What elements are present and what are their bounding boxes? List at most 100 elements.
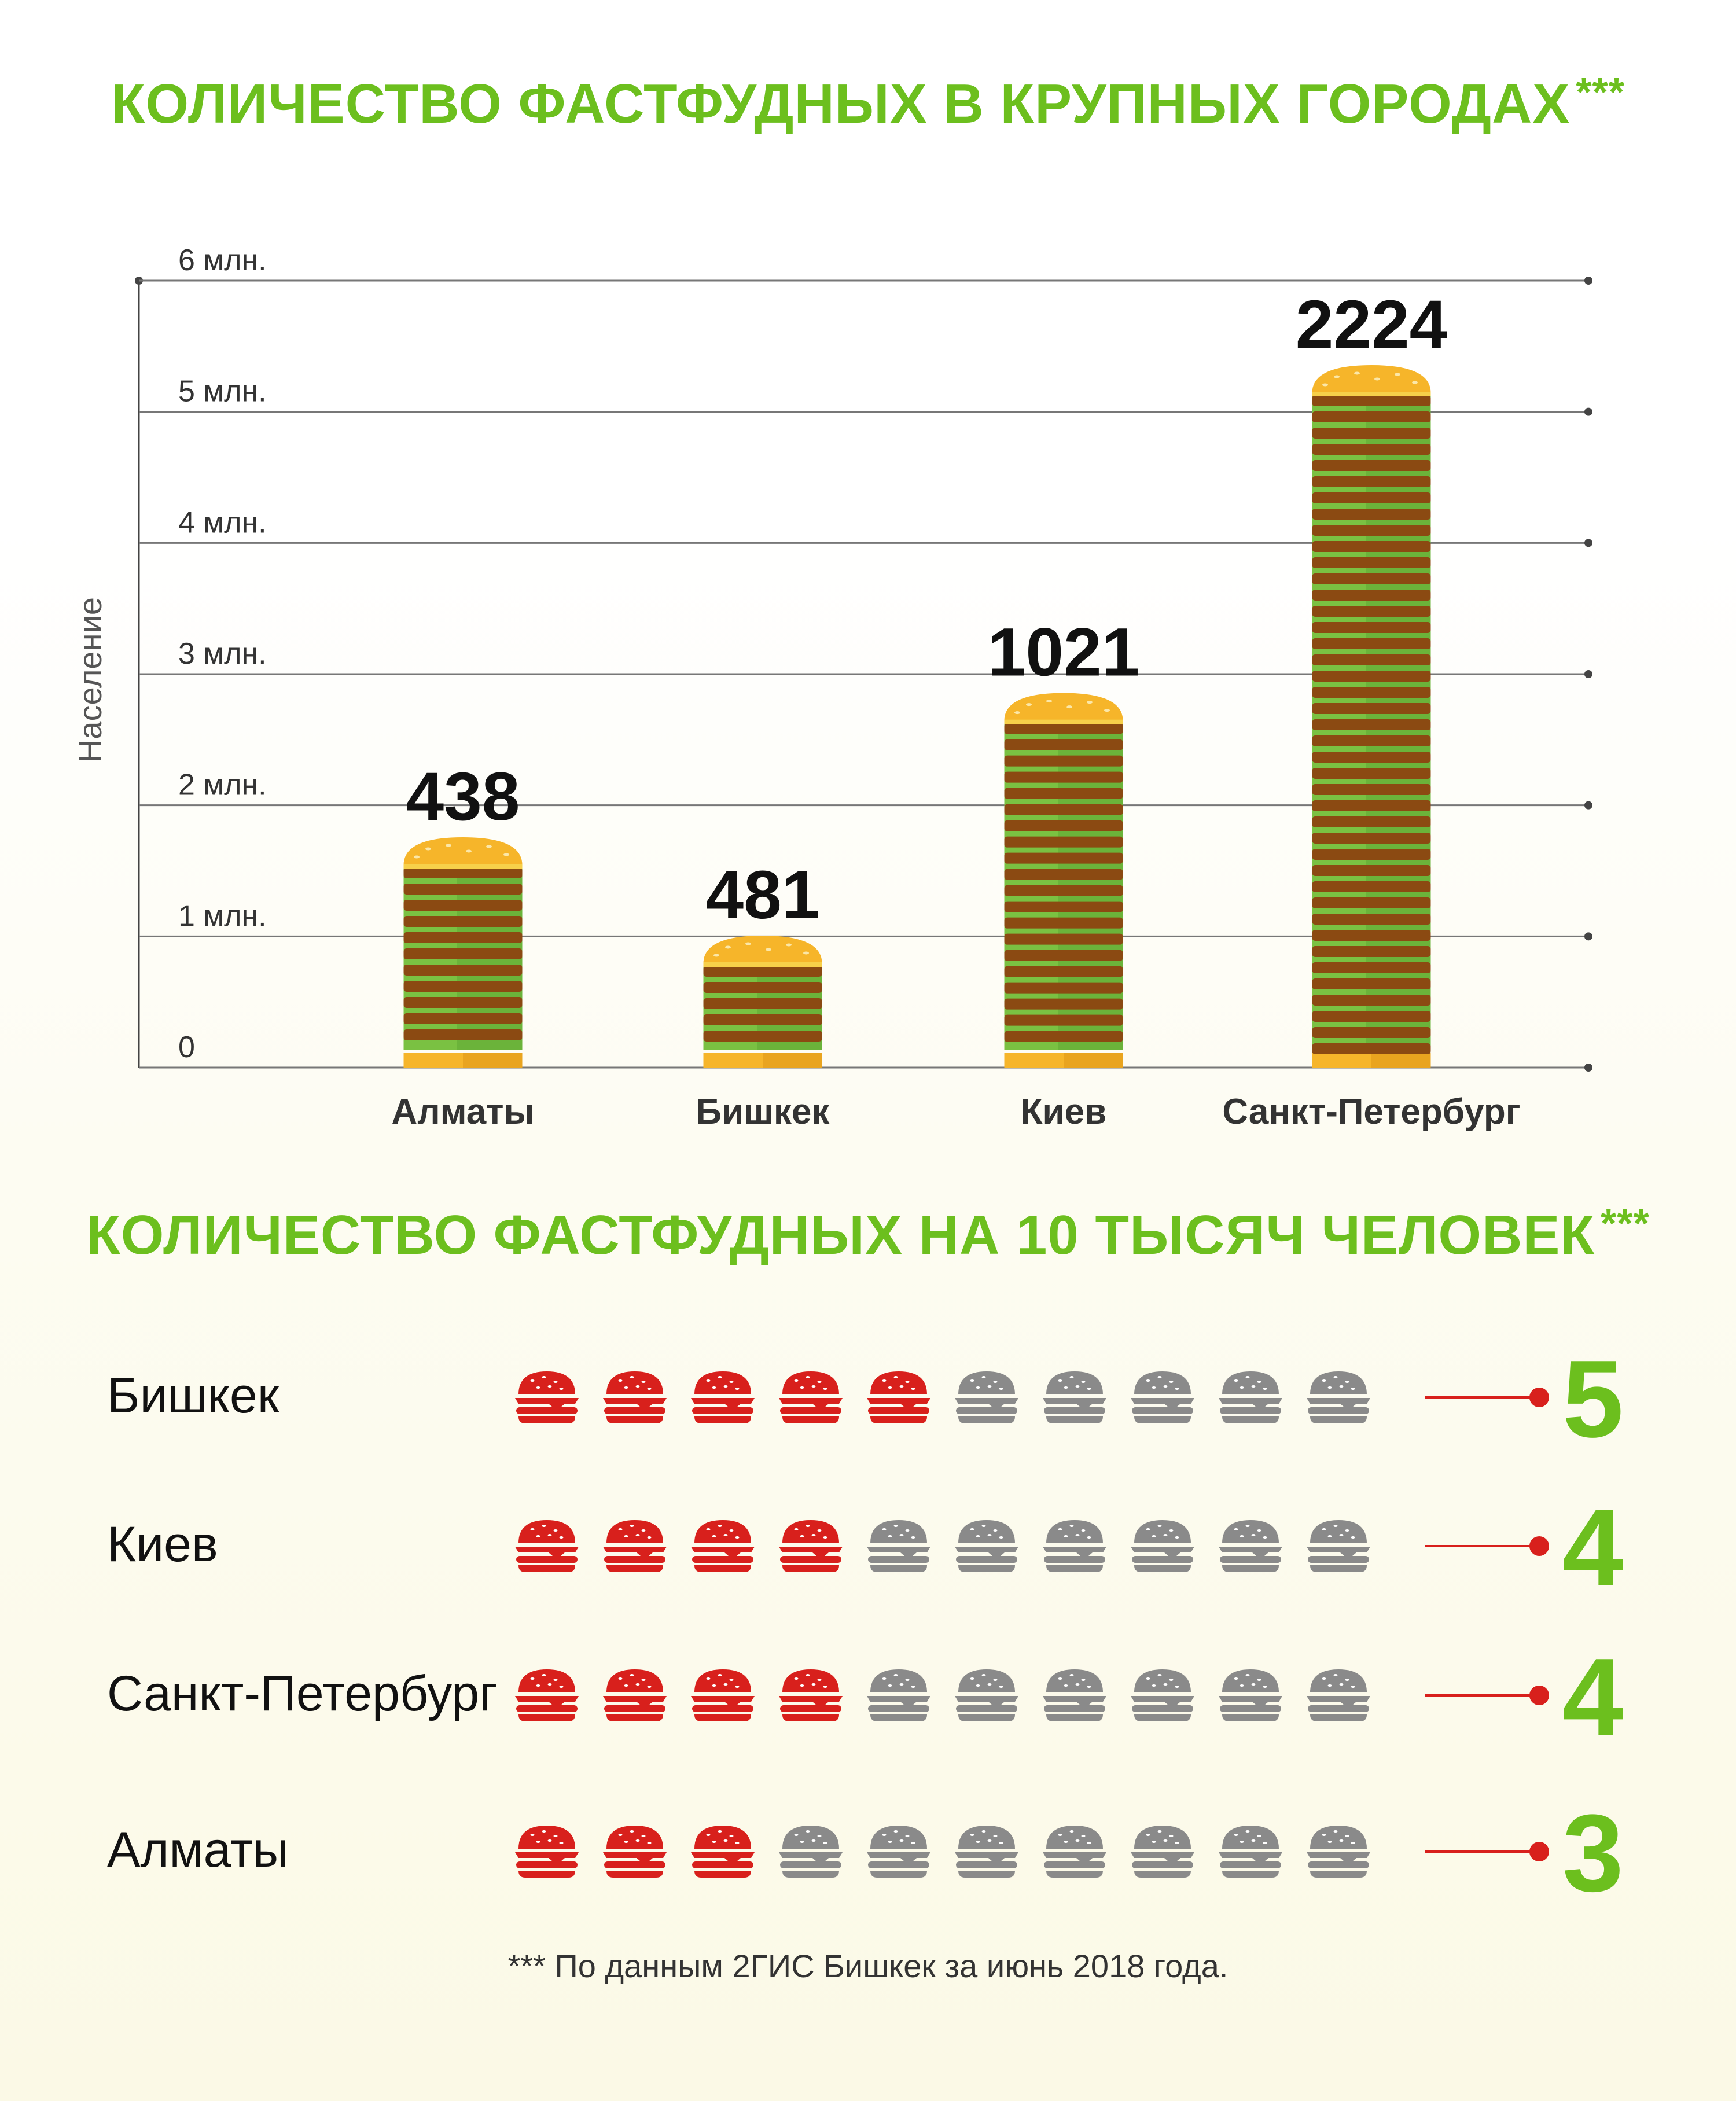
burger-icon-patty [780, 1556, 841, 1563]
burger-icon-seed [999, 1536, 1003, 1539]
burger-icon-empty [955, 1826, 1018, 1878]
bar-top-bun [703, 936, 822, 963]
bar-patty [1004, 804, 1123, 815]
burger-icon-seed [530, 1379, 535, 1382]
burger-icon-bun [1134, 1371, 1191, 1394]
burger-icon-seed [905, 1679, 910, 1681]
burger-icon-seed [882, 1834, 887, 1836]
burger-icon-seed [624, 1684, 628, 1687]
burger-icon-patty [1308, 1407, 1369, 1414]
burger-icon-seed [899, 1839, 904, 1842]
burger-icon-bun [870, 1669, 927, 1692]
burger-icon-seed [1175, 1536, 1179, 1539]
burger-icon-seed [1339, 1683, 1344, 1686]
burger-icon-filled [779, 1669, 843, 1721]
bar-sesame [503, 853, 509, 856]
burger-icon-seed [1234, 1677, 1238, 1680]
burger-icon-seed [630, 1830, 634, 1833]
bar-patty [1312, 930, 1431, 941]
row-label: Алматы [107, 1822, 289, 1878]
burger-icon-seed [647, 1842, 652, 1844]
bar-patty [1312, 914, 1431, 925]
bar-sesame [1026, 703, 1032, 707]
burger-icon-bottom [1134, 1714, 1191, 1721]
gridline-end-dot [1584, 670, 1592, 678]
y-tick-label: 0 [178, 1031, 195, 1064]
burger-icon-seed [624, 1386, 628, 1389]
burger-icon-seed [635, 1385, 640, 1388]
burger-icon-bottom [1046, 1565, 1103, 1572]
burger-icon-bun [606, 1371, 663, 1394]
bar-sesame [725, 945, 731, 949]
chart-title-text: КОЛИЧЕСТВО ФАСТФУДНЫХ В КРУПНЫХ ГОРОДАХ [111, 73, 1571, 135]
bar-patty [1312, 1027, 1431, 1038]
bar-cheese [1004, 719, 1123, 724]
burger-icon-seed [806, 1830, 810, 1833]
burger-icon-seed [1251, 1683, 1256, 1686]
burger-icon-cheese [1219, 1547, 1282, 1559]
row-label: Санкт-Петербург [107, 1666, 498, 1721]
burger-icon-seed [1081, 1679, 1086, 1681]
burger-icon-bun [606, 1520, 663, 1543]
burger-icon-seed [1339, 1839, 1344, 1842]
burger-icon-seed [1069, 1830, 1074, 1833]
burger-icon-bottom [1310, 1714, 1367, 1721]
burger-icon-seed [993, 1529, 998, 1532]
burger-icon-seed [1064, 1684, 1068, 1687]
burger-icon-bottom [1222, 1714, 1279, 1721]
burger-icon-seed [1263, 1536, 1267, 1539]
bar-bottom-bun-shade [463, 1053, 523, 1068]
burger-icon-seed [911, 1388, 915, 1390]
burger-icon-seed [905, 1381, 910, 1383]
burger-icon-seed [999, 1686, 1003, 1688]
burger-icon-seed [706, 1379, 711, 1382]
burger-icon-bun [1222, 1826, 1279, 1849]
burger-icon-patty [692, 1861, 753, 1868]
burger-icon-seed [536, 1535, 540, 1537]
burger-icon-seed [559, 1536, 564, 1539]
burger-icon-seed [794, 1677, 799, 1680]
burger-icon-seed [976, 1684, 980, 1687]
burger-icon-seed [1251, 1839, 1256, 1842]
burger-icon-seed [1157, 1674, 1162, 1676]
burger-icon-bun [518, 1371, 575, 1394]
burger-icon-bottom [1310, 1565, 1367, 1572]
burger-icon-seed [1058, 1834, 1062, 1836]
burger-icon-seed [981, 1674, 986, 1676]
icon-row [515, 1371, 1549, 1423]
burger-icon-seed [1163, 1839, 1168, 1842]
burger-icon-bottom [694, 1871, 751, 1878]
burger-icon-seed [729, 1381, 734, 1383]
bar-patty [1312, 654, 1431, 665]
burger-icon-seed [1339, 1534, 1344, 1536]
burger-icon-seed [823, 1842, 827, 1844]
bar-patty [1004, 982, 1123, 994]
burger-icon-empty [1043, 1520, 1106, 1572]
burger-icon-bottom [518, 1871, 575, 1878]
bar-patty [1312, 395, 1431, 406]
burger-icon-cheese [955, 1852, 1018, 1865]
burger-icon-seed [1157, 1376, 1162, 1378]
bar-patty [1312, 752, 1431, 763]
burger-icon-seed [647, 1686, 652, 1688]
burger-icon-seed [1152, 1841, 1156, 1843]
burger-icon-empty [1219, 1669, 1282, 1721]
burger-icon-seed [1257, 1835, 1261, 1837]
y-tick-label: 2 млн. [178, 768, 267, 802]
burger-icon-seed [1333, 1830, 1338, 1833]
burger-icon-seed [723, 1534, 728, 1536]
burger-icon-empty [1043, 1669, 1106, 1721]
burger-icon-seed [1322, 1677, 1326, 1680]
burger-icon-seed [1339, 1385, 1344, 1388]
burger-icon-bottom [694, 1416, 751, 1423]
burger-icon-seed [1163, 1385, 1168, 1388]
burger-icon-filled [515, 1826, 579, 1878]
burger-icon-filled [515, 1520, 579, 1572]
burger-icon-bottom [870, 1565, 927, 1572]
burger-icon-bun [1310, 1520, 1367, 1543]
burger-icon-seed [1146, 1528, 1150, 1530]
burger-icon-bottom [1134, 1416, 1191, 1423]
burger-icon-filled [779, 1520, 843, 1572]
burger-icon-seed [536, 1386, 540, 1389]
burger-icon-bottom [1046, 1871, 1103, 1878]
